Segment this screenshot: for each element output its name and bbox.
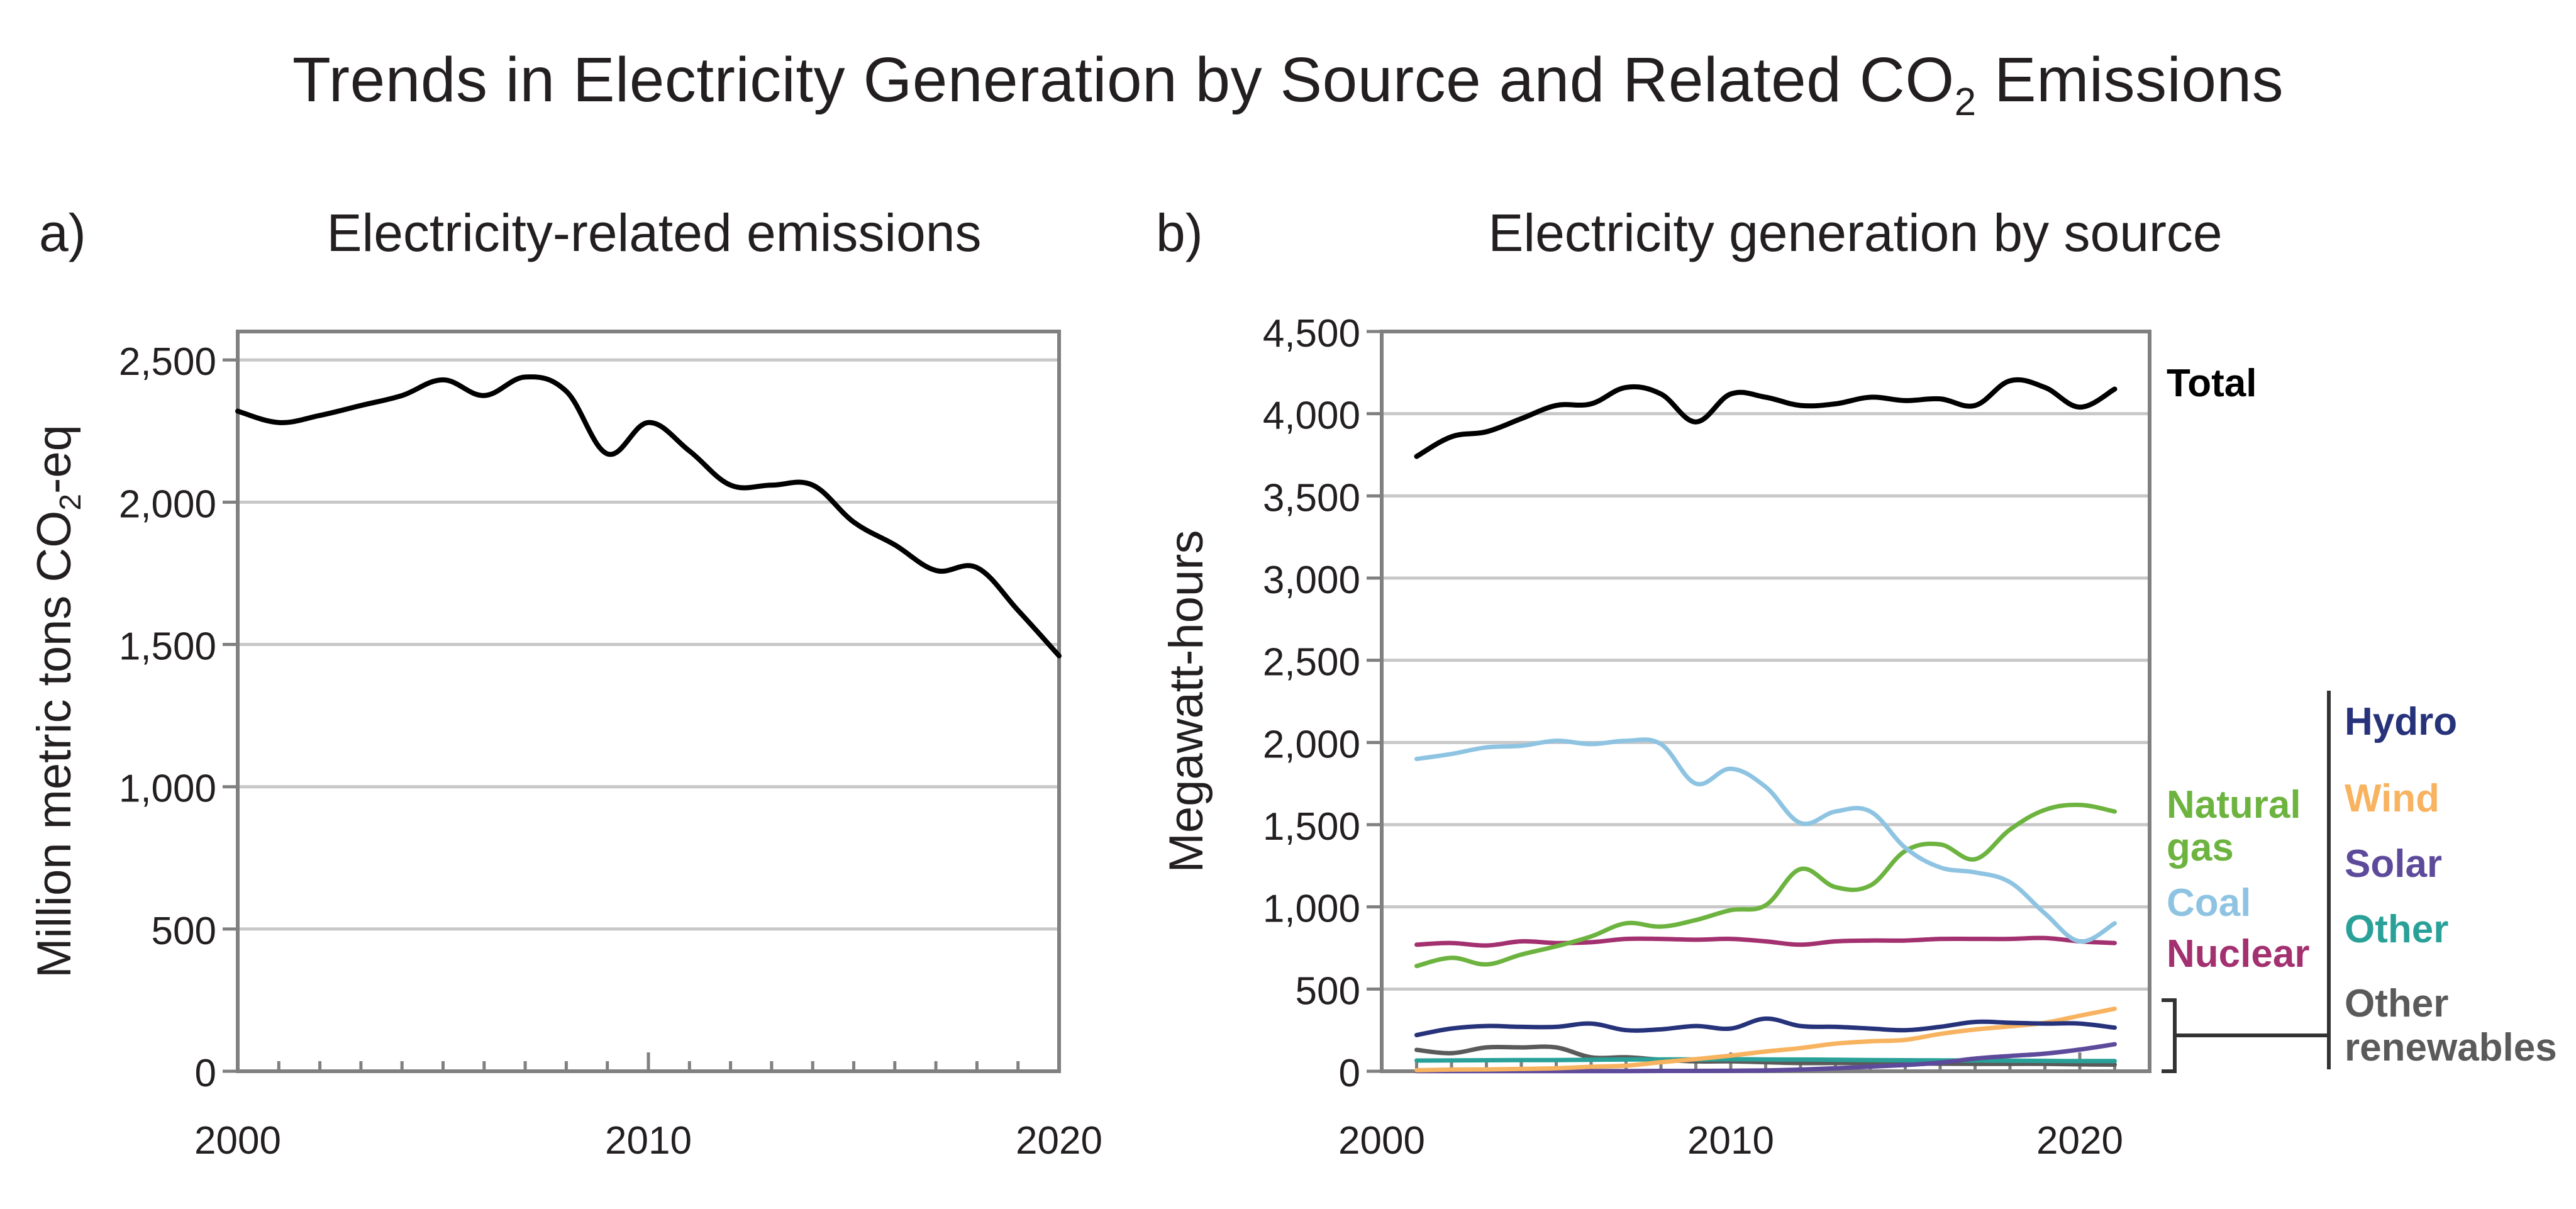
series-line-other [1414,1057,2117,1064]
y-tick-label: 1,500 [1263,805,1360,849]
y-tick-label: 1,000 [119,767,216,811]
x-tick-label: 2010 [605,1119,692,1162]
label-other: Other [2345,908,2448,951]
series-line-solar [1414,1042,2117,1074]
figure-title-suffix: Emissions [1976,45,2284,115]
series-line-coal [1414,737,2117,944]
x-tick-label: 2000 [194,1119,281,1162]
label-wind: Wind [2345,777,2440,820]
label-natural-gas-line2: gas [2167,826,2234,869]
label-total: Total [2167,362,2257,405]
panel-b-title: Electricity generation by source [1488,203,2223,262]
y-tick-label: 0 [1339,1052,1360,1095]
series-line-nuclear [1414,935,2117,948]
panel-a-title: Electricity-related emissions [326,203,982,262]
y-tick-label: 4,000 [1263,394,1360,438]
y-axis-label-subscript: 2 [54,494,87,511]
y-tick-label: 3,500 [1263,476,1360,520]
x-tick-label: 2000 [1338,1119,1425,1162]
panel-b-label: b) [1156,203,1203,262]
plot-frame [236,330,1061,1073]
label-natural-gas: Natural [2167,783,2301,827]
y-tick-label: 4,500 [1263,312,1360,355]
x-tick-label: 2020 [2036,1119,2123,1162]
y-tick-label: 2,500 [119,340,216,384]
label-solar: Solar [2345,842,2442,886]
series-line-natural-gas [1414,803,2117,969]
series-line-hydro [1414,1016,2117,1037]
y-axis-label-suffix: -eq [28,425,81,494]
x-tick-label: 2020 [1016,1119,1102,1162]
chart-a: 0 500 1,000 1,500 2,000 2,500 2000 2010 2020 Mill… [28,330,1102,1162]
emissions-line [235,374,1062,659]
y-tick-label: 500 [1296,969,1360,1013]
label-hydro: Hydro [2345,700,2457,744]
bracket-small-series [2162,998,2177,1073]
y-tick-label: 3,000 [1263,559,1360,602]
figure-title-subscript: 2 [1954,81,1977,124]
y-tick-label: 2,500 [1263,641,1360,684]
chart-b: 0 500 1,000 1,500 2,000 2,500 3,000 3,500 4,000 4… [1160,312,2557,1162]
label-nuclear: Nuclear [2167,932,2309,976]
y-axis-label: Megawatt-hours [1160,530,1213,873]
y-tick-label: 2,000 [1263,723,1360,766]
y-tick-label: 1,000 [1263,888,1360,931]
y-axis-label: Million metric tons CO2-eq [28,425,87,978]
series-line-other-renewables [1414,1044,2117,1067]
figure-title-text: Trends in Electricity Generation by Sour… [292,45,1955,115]
y-axis-label-text: Million metric tons CO [28,511,81,978]
y-tick-label: 500 [152,910,216,953]
panel-a-label: a) [39,203,86,262]
label-other-renewables-line2: renewables [2345,1026,2557,1069]
label-coal: Coal [2167,881,2251,925]
series-line-wind [1414,1006,2117,1072]
figure-title: Trends in Electricity Generation by Sour… [0,44,2576,125]
y-tick-label: 0 [195,1052,216,1095]
series-line-total [1414,377,2118,459]
label-other-renewables: Other [2345,982,2448,1025]
x-tick-label: 2010 [1687,1119,1774,1162]
y-tick-label: 1,500 [119,625,216,669]
y-tick-label: 2,000 [119,482,216,526]
